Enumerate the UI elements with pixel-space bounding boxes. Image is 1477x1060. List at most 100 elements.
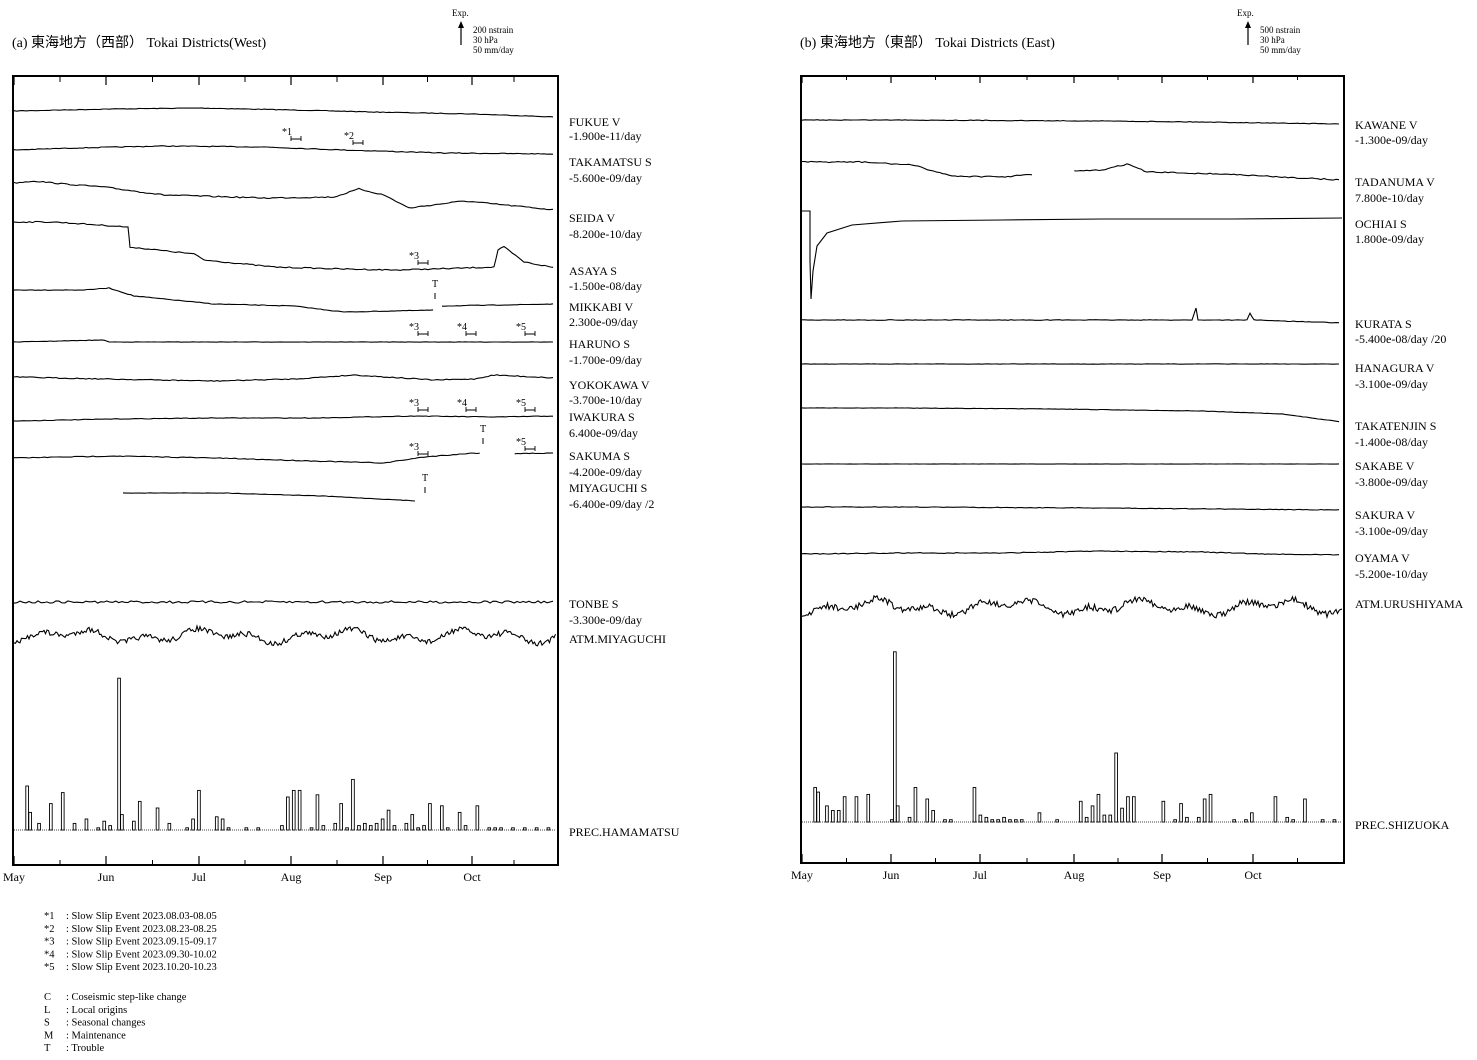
precip-bar bbox=[894, 652, 897, 822]
trace-line bbox=[123, 493, 415, 501]
station-name: SEIDA V bbox=[569, 211, 615, 225]
precip-bar bbox=[932, 811, 935, 823]
station-name: IWAKURA S bbox=[569, 410, 635, 424]
precip-bar bbox=[991, 820, 994, 822]
trace-line bbox=[14, 340, 553, 342]
station-name: MIYAGUCHI S bbox=[569, 481, 647, 495]
precip-bar bbox=[926, 799, 929, 822]
legend-text: : Seasonal changes bbox=[66, 1018, 145, 1029]
precip-bar bbox=[1245, 820, 1248, 822]
slip-event-bracket bbox=[525, 407, 535, 412]
precip-bar bbox=[85, 819, 88, 830]
precip-bar bbox=[1103, 815, 1106, 822]
plot-frame bbox=[13, 76, 558, 865]
precip-bar bbox=[215, 817, 218, 830]
precip-bar bbox=[1133, 797, 1136, 822]
scale-mm: 50 mm/day bbox=[1260, 45, 1301, 55]
precip-bar bbox=[1009, 820, 1012, 822]
slip-event-mark: *4 bbox=[457, 322, 467, 333]
precip-bar bbox=[1015, 820, 1018, 822]
trouble-mark: T bbox=[480, 424, 486, 435]
precip-bar bbox=[1333, 820, 1336, 822]
station-name: TADANUMA V bbox=[1355, 175, 1435, 189]
station-name: SAKUMA S bbox=[569, 449, 630, 463]
slip-event-bracket bbox=[418, 331, 428, 336]
legend-code: L bbox=[44, 1005, 50, 1016]
slip-event-bracket bbox=[418, 260, 428, 265]
precip-bar bbox=[1233, 820, 1236, 822]
precip-bar bbox=[973, 788, 976, 823]
precip-bar bbox=[944, 820, 947, 822]
station-rate: -3.300e-09/day bbox=[569, 613, 642, 627]
station-name: OCHIAI S bbox=[1355, 217, 1407, 231]
precip-bar bbox=[817, 792, 820, 822]
precip-bar bbox=[1109, 815, 1112, 822]
trace-line bbox=[442, 304, 553, 306]
trace-line bbox=[14, 108, 553, 117]
trace-line bbox=[14, 288, 433, 312]
legend-text: : Slow Slip Event 2023.08.03-08.05 bbox=[66, 911, 217, 922]
precip-bar bbox=[192, 819, 195, 830]
slip-event-mark: *5 bbox=[516, 322, 526, 333]
traces bbox=[802, 120, 1342, 618]
scale-indicator: Exp. 200 nstrain 30 hPa 50 mm/day bbox=[452, 8, 514, 55]
slip-event-mark: *3 bbox=[409, 442, 419, 453]
legend-code: *1 bbox=[44, 911, 55, 922]
precip-bar bbox=[1292, 820, 1295, 822]
precip-bar bbox=[358, 826, 361, 830]
trace-line bbox=[14, 453, 480, 463]
trace-line bbox=[14, 601, 553, 603]
scale-exp: Exp. bbox=[1237, 8, 1254, 18]
precip-bar bbox=[446, 828, 449, 830]
precip-bar bbox=[896, 806, 899, 822]
precip-bar bbox=[346, 828, 349, 830]
legend-code: S bbox=[44, 1018, 50, 1029]
precip-bar bbox=[292, 790, 295, 830]
legend-code: T bbox=[44, 1043, 51, 1054]
station-name: HARUNO S bbox=[569, 337, 630, 351]
precip-bar bbox=[1121, 808, 1124, 822]
trace-line bbox=[802, 507, 1339, 510]
station-rate: 6.400e-09/day bbox=[569, 426, 638, 440]
month-label: Jun bbox=[883, 868, 900, 882]
precip-bar bbox=[1127, 797, 1130, 822]
precip-bar bbox=[257, 828, 260, 830]
precip-bar bbox=[950, 820, 953, 822]
legend-text: : Maintenance bbox=[66, 1030, 126, 1041]
station-rate: -3.800e-09/day bbox=[1355, 475, 1428, 489]
precip-bar bbox=[979, 815, 982, 822]
trace-line bbox=[802, 120, 1339, 124]
slip-event-bracket bbox=[466, 407, 476, 412]
precip-bar bbox=[1180, 804, 1183, 822]
precip-bar bbox=[832, 811, 835, 823]
precip-bar bbox=[61, 793, 64, 830]
slip-event-mark: *5 bbox=[516, 437, 526, 448]
precip-bar bbox=[500, 828, 503, 830]
precip-bar bbox=[281, 826, 284, 830]
station-rate: -6.400e-09/day /2 bbox=[569, 497, 654, 511]
precip-bar bbox=[393, 826, 396, 830]
precip-bar bbox=[316, 795, 319, 830]
station-rate: 2.300e-09/day bbox=[569, 315, 638, 329]
precip-bar bbox=[198, 790, 201, 830]
station-rate: -3.100e-09/day bbox=[1355, 524, 1428, 538]
precip-bar bbox=[464, 826, 467, 830]
trace-line bbox=[802, 551, 1339, 555]
trace-line bbox=[802, 211, 1342, 299]
station-name: TAKAMATSU S bbox=[569, 155, 652, 169]
precip-bar bbox=[245, 828, 248, 830]
precip-bar bbox=[387, 810, 390, 830]
precip-bar bbox=[476, 806, 479, 830]
legend-text: : Slow Slip Event 2023.08.23-08.25 bbox=[66, 924, 217, 935]
trace-line bbox=[802, 308, 1339, 323]
station-rate: -1.400e-08/day bbox=[1355, 435, 1428, 449]
station-name: TONBE S bbox=[569, 597, 618, 611]
trace-line bbox=[14, 416, 553, 421]
precip-bar bbox=[1162, 801, 1165, 822]
precip-bar bbox=[1209, 794, 1212, 822]
precip-bar bbox=[1203, 799, 1206, 822]
trace-line bbox=[802, 161, 1032, 177]
legend-text: : Local origins bbox=[66, 1005, 127, 1016]
